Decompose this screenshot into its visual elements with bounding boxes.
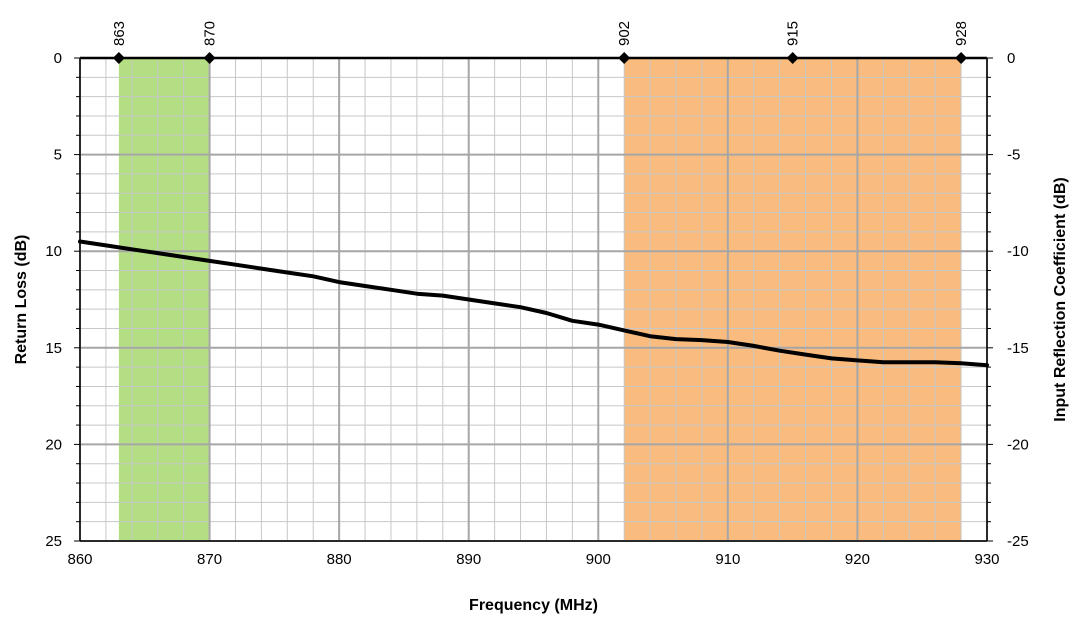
x-tick-label: 890 <box>456 551 481 568</box>
y2-tick-label: 0 <box>1007 50 1015 67</box>
series-layer <box>78 239 989 368</box>
x-tick-label: 910 <box>715 551 740 568</box>
y2-tick-label: -5 <box>1007 147 1020 164</box>
x-axis-title: Frequency (MHz) <box>469 597 598 614</box>
top-marker-label: 863 <box>111 21 128 46</box>
top-marker-diamond <box>112 52 125 64</box>
top-marker-diamond <box>955 52 968 64</box>
series-line <box>78 239 989 368</box>
x-tick-label: 870 <box>197 551 222 568</box>
y-tick-label: 25 <box>45 533 62 550</box>
top-marker-label: 902 <box>616 21 633 46</box>
y2-tick-label: -10 <box>1007 243 1029 260</box>
y-axis-title: Return Loss (dB) <box>13 235 30 365</box>
band <box>118 58 210 541</box>
top-marker-diamond <box>618 52 631 64</box>
band <box>624 58 962 541</box>
y-tick-label: 20 <box>45 436 62 453</box>
top-marker-diamond <box>786 52 799 64</box>
y-tick-label: 0 <box>54 50 62 67</box>
top-marker-label: 915 <box>785 21 802 46</box>
plot-frame <box>74 56 993 542</box>
y2-tick-label: -25 <box>1007 533 1029 550</box>
y2-tick-label: -15 <box>1007 340 1029 357</box>
x-tick-label: 900 <box>586 551 611 568</box>
top-marker-label: 928 <box>953 21 970 46</box>
y-tick-label: 15 <box>45 340 62 357</box>
y-tick-label: 5 <box>54 147 62 164</box>
x-tick-label: 920 <box>845 551 870 568</box>
x-tick-label: 930 <box>974 551 999 568</box>
highlight-bands <box>118 58 962 541</box>
x-tick-label: 880 <box>327 551 352 568</box>
top-marker-label: 870 <box>202 21 219 46</box>
y2-tick-label: -20 <box>1007 436 1029 453</box>
x-tick-label: 860 <box>67 551 92 568</box>
y2-axis-title: Input Reflection Coefficient (dB) <box>1052 177 1069 421</box>
tick-labels: 860 870 880 890 900 910 920 930 0 5 10 15 20 25 0 -5 -10… <box>45 50 1028 568</box>
y-tick-label: 10 <box>45 243 62 260</box>
top-markers: 863 870 902 915 928 <box>111 21 970 64</box>
top-marker-diamond <box>203 52 216 64</box>
